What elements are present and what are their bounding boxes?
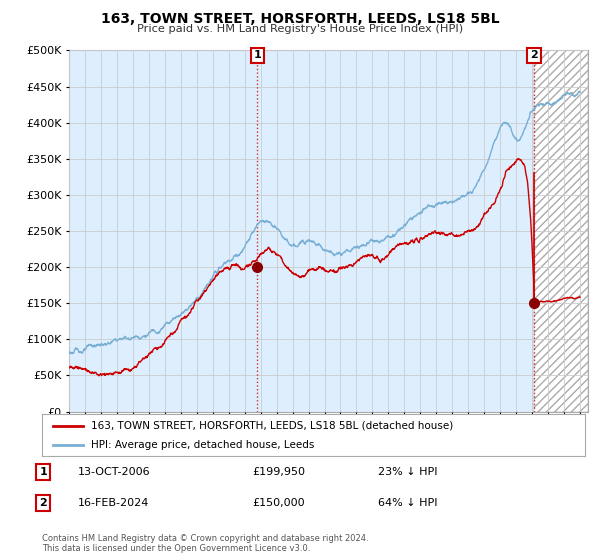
Text: HPI: Average price, detached house, Leeds: HPI: Average price, detached house, Leed… — [91, 440, 314, 450]
Text: 64% ↓ HPI: 64% ↓ HPI — [378, 498, 437, 508]
Text: 2: 2 — [40, 498, 47, 508]
Text: 13-OCT-2006: 13-OCT-2006 — [78, 467, 151, 477]
Text: Price paid vs. HM Land Registry's House Price Index (HPI): Price paid vs. HM Land Registry's House … — [137, 24, 463, 34]
Text: 2: 2 — [530, 50, 538, 60]
Text: 163, TOWN STREET, HORSFORTH, LEEDS, LS18 5BL (detached house): 163, TOWN STREET, HORSFORTH, LEEDS, LS18… — [91, 421, 453, 431]
Text: 23% ↓ HPI: 23% ↓ HPI — [378, 467, 437, 477]
Text: 1: 1 — [40, 467, 47, 477]
Text: £150,000: £150,000 — [252, 498, 305, 508]
Text: 163, TOWN STREET, HORSFORTH, LEEDS, LS18 5BL: 163, TOWN STREET, HORSFORTH, LEEDS, LS18… — [101, 12, 499, 26]
Text: 16-FEB-2024: 16-FEB-2024 — [78, 498, 149, 508]
Text: 1: 1 — [253, 50, 261, 60]
Text: £199,950: £199,950 — [252, 467, 305, 477]
Text: Contains HM Land Registry data © Crown copyright and database right 2024.
This d: Contains HM Land Registry data © Crown c… — [42, 534, 368, 553]
